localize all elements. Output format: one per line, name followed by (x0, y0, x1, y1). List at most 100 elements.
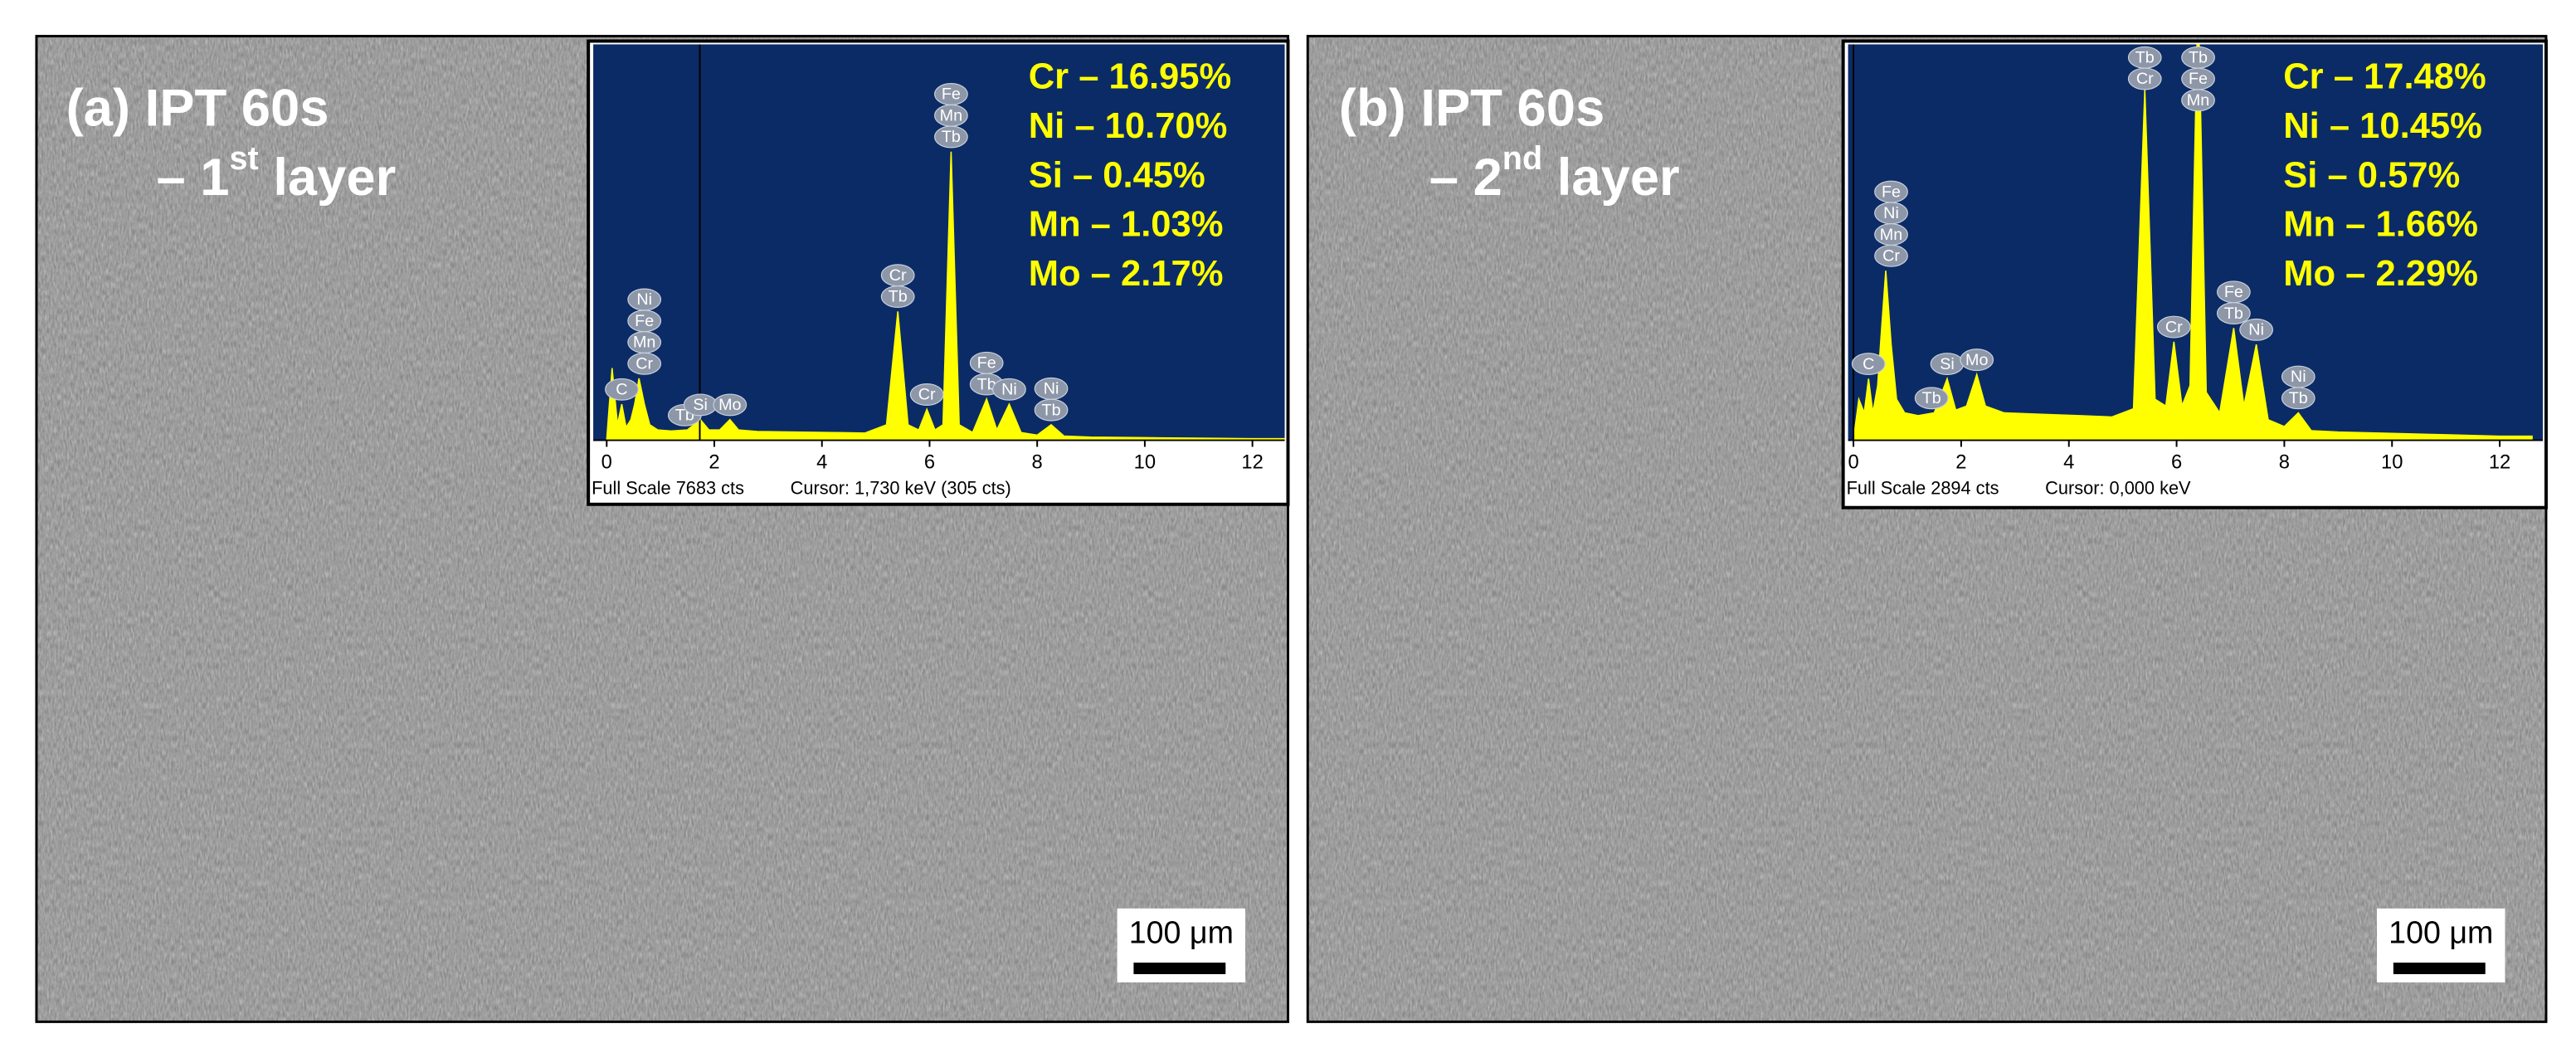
subtitle-tail: layer (259, 149, 397, 207)
sem-border (35, 35, 1289, 1023)
peak-label: Cr (889, 266, 907, 285)
x-tick-label: 0 (1848, 451, 1858, 474)
peak-label-badge (1960, 349, 1994, 372)
peak-label: Ni (1001, 381, 1017, 399)
composition: Si – 0.45% (1029, 155, 1205, 195)
peak-label-badge (2181, 89, 2215, 112)
panel-title: (a) IPT 60s (66, 79, 329, 137)
peak-label-badge (627, 352, 662, 375)
peak-label: Fe (1882, 183, 1901, 201)
peak-label: Cr (1882, 247, 1900, 266)
peak-label: Ni (2291, 368, 2306, 386)
peak-label: Cr (2165, 318, 2183, 336)
x-tick-label: 12 (1241, 451, 1263, 474)
subtitle-tail: layer (1542, 149, 1680, 207)
composition: Mn – 1.03% (1029, 205, 1224, 245)
peak-label-badge (1034, 398, 1069, 422)
peak-label: Ni (636, 290, 652, 309)
composition: Si – 0.57% (2283, 155, 2460, 195)
composition: Mo – 2.17% (1029, 254, 1224, 294)
panel-subtitle: – 1st layer (156, 140, 396, 206)
cursor-readout: Cursor: 1,730 keV (305 cts) (791, 478, 1011, 499)
peak-label: Tb (942, 128, 961, 146)
peak-label: Tb (2224, 305, 2243, 323)
peak-label: Tb (2289, 389, 2308, 407)
full-scale: Full Scale 2894 cts (1847, 478, 1999, 499)
peak-label: Tb (2135, 49, 2155, 67)
peak-label: Si (1940, 355, 1955, 373)
full-scale: Full Scale 7683 cts (592, 478, 744, 499)
peak-label: Si (693, 396, 708, 414)
peak-label-badge (605, 378, 639, 401)
peak-label: Mo (1965, 351, 1988, 369)
peak-label-badge (880, 285, 915, 308)
x-tick-label: 10 (1134, 451, 1156, 474)
panel-title: (b) IPT 60s (1339, 79, 1605, 137)
spectrum-group (606, 44, 1285, 441)
scale-bar (1133, 963, 1226, 974)
peak-label: Mn (1880, 226, 1902, 244)
subtitle-sup: nd (1502, 140, 1542, 177)
peak-label-badge (2281, 387, 2315, 410)
x-tick-label: 8 (1032, 451, 1043, 474)
peak-label-badge (2127, 67, 2162, 90)
composition: Ni – 10.70% (1029, 106, 1228, 146)
x-tick-label: 2 (1955, 451, 1966, 474)
spectrum (1853, 44, 2533, 441)
composition: Ni – 10.45% (2283, 106, 2482, 146)
x-tick-label: 4 (2063, 451, 2074, 474)
peak-label-badge (2239, 318, 2274, 341)
peak-label: Mn (940, 106, 962, 124)
peak-label: Tb (2189, 49, 2208, 67)
peak-label-badge (1914, 387, 1949, 410)
scale-bar-label: 100 μm (2389, 914, 2493, 949)
peak-label: Tb (1922, 389, 1941, 407)
subtitle-lead: – 2 (1429, 149, 1502, 207)
peak-label: Cr (635, 354, 653, 373)
x-tick-label: 6 (2171, 451, 2182, 474)
x-tick-label: 8 (2279, 451, 2290, 474)
x-tick-label: 6 (924, 451, 935, 474)
peak-label: Cr (2136, 70, 2154, 88)
subtitle-lead: – 1 (156, 149, 229, 207)
peak-label-badge (2216, 302, 2251, 325)
peak-label-badge (992, 378, 1026, 401)
peak-label: Ni (1883, 204, 1899, 222)
peak-label: C (616, 381, 627, 399)
spectrum-group (1853, 44, 2533, 441)
peak-label: Mn (633, 334, 655, 352)
peak-label: Mn (2187, 91, 2209, 110)
peak-label: Tb (1041, 401, 1060, 419)
scale-bar-label: 100 μm (1129, 914, 1234, 949)
peak-label-badge (2156, 315, 2191, 339)
peak-label-badge (934, 125, 968, 149)
peak-label-badge (1874, 244, 1908, 267)
panel-subtitle: – 2nd layer (1429, 140, 1680, 206)
spectrum (606, 151, 1285, 441)
peak-label: Fe (2224, 283, 2243, 301)
peak-label: Fe (2189, 70, 2208, 88)
peak-label: Mo (718, 396, 741, 414)
peak-label: C (1863, 355, 1874, 373)
peak-label-badge (713, 393, 747, 417)
x-tick-label: 0 (601, 451, 612, 474)
peak-label: Fe (942, 85, 961, 104)
peak-label: Ni (2248, 321, 2264, 339)
scale-bar (2393, 963, 2486, 974)
peak-label-badge (1851, 353, 1886, 376)
composition: Mn – 1.66% (2283, 205, 2478, 245)
peak-label: Cr (918, 386, 936, 404)
peak-label: Fe (635, 312, 654, 330)
peak-label: Tb (977, 375, 996, 393)
x-tick-label: 2 (709, 451, 719, 474)
x-tick-label: 10 (2381, 451, 2403, 474)
peak-label-badge (909, 383, 944, 406)
peak-label: Fe (977, 354, 996, 373)
sem-border (1306, 35, 2548, 1023)
peak-label: Tb (889, 288, 908, 306)
x-tick-label: 4 (816, 451, 827, 474)
subtitle-sup: st (230, 140, 259, 177)
cursor-readout: Cursor: 0,000 keV (2045, 478, 2191, 499)
